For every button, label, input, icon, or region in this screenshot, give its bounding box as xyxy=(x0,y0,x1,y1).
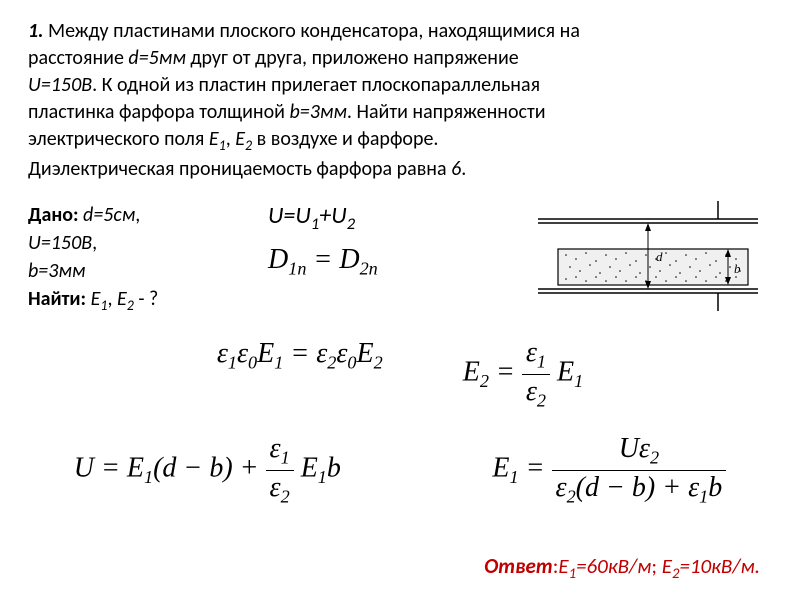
equation-row-2: ε1ε0E1 = ε2ε0E2 E2 = ε1 ε2 E1 xyxy=(28,338,772,410)
diagram-d-label: d xyxy=(656,249,663,264)
equation-u-sum: U=U1+U2 xyxy=(268,201,528,234)
equation-epsilon-E: ε1ε0E1 = ε2ε0E2 xyxy=(217,338,383,410)
given-block: Дано: d=5см, U=150В, b=3мм Найти: E1, E2… xyxy=(28,201,228,316)
answer-line: Ответ:E1=60кВ/м; E2=10кВ/м. xyxy=(484,553,760,582)
row-given-eq-diagram: Дано: d=5см, U=150В, b=3мм Найти: E1, E2… xyxy=(28,201,772,316)
equation-E2: E2 = ε1 ε2 E1 xyxy=(463,338,583,410)
problem-number: 1. xyxy=(28,19,43,43)
equation-d-continuity: D1n = D2n xyxy=(268,244,528,280)
equation-U-expanded: U = E1(d − b) + ε1 ε2 E1b xyxy=(74,434,341,506)
problem-statement: 1. Между пластинами плоского конденсатор… xyxy=(28,18,772,183)
diagram-b-label: b xyxy=(734,261,741,276)
capacitor-diagram: d b xyxy=(528,201,768,316)
equation-column: U=U1+U2 D1n = D2n xyxy=(228,201,528,279)
equation-row-3: U = E1(d − b) + ε1 ε2 E1b E1 = Uε2 ε2(d … xyxy=(28,434,772,506)
equation-E1-solution: E1 = Uε2 ε2(d − b) + ε1b xyxy=(492,434,726,506)
